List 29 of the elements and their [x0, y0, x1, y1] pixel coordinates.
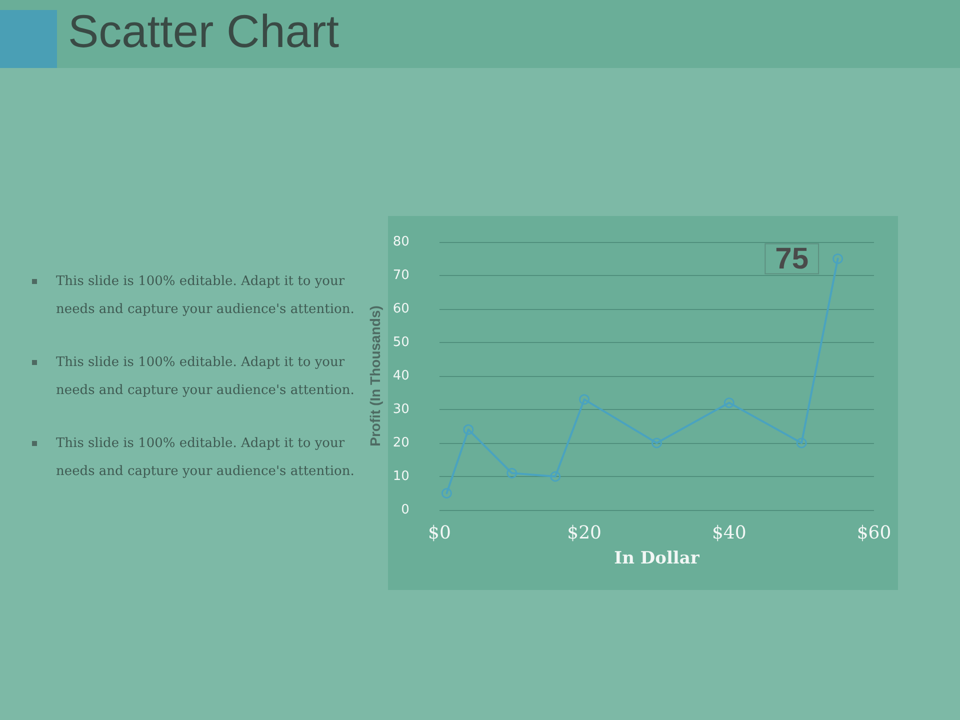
text: This slide is 100% editable. Adapt it to your needs and capture your audience's attention.: [56, 355, 354, 398]
point: [506, 468, 518, 478]
y-tick-label: 60: [392, 302, 410, 316]
x-tick-label: $60: [856, 522, 892, 544]
y-tick-label: 80: [392, 234, 410, 250]
point: [832, 254, 844, 264]
y-tick-label: 10: [392, 469, 410, 484]
y-tick-label: 40: [392, 368, 410, 384]
text: This slide is 100% editable. Adapt it to your needs and capture your audience's attention.: [56, 436, 354, 479]
y-axis-title: Profit (In Thousands): [367, 306, 383, 446]
point: [550, 471, 561, 482]
text: This slide is 100% editable. Adapt it to your needs and capture your audience's attention.: [56, 274, 354, 317]
y-tick-label: 20: [392, 436, 410, 450]
data-label: 75: [775, 242, 809, 276]
point: [724, 398, 734, 408]
x-tick-label: $20: [567, 522, 602, 544]
x-tick-label: $40: [712, 522, 746, 544]
y-tick-label: 50: [392, 335, 410, 350]
point: [579, 394, 590, 405]
y-tick-label: 70: [392, 268, 410, 283]
x-axis-title: In Dollar: [614, 548, 700, 568]
chart-title: Scatter Chart: [68, 4, 339, 58]
point: [463, 424, 474, 435]
point: [441, 488, 452, 498]
point: [651, 438, 662, 448]
y-tick-label: 30: [392, 402, 410, 417]
point: [796, 438, 807, 448]
x-tick-label: $0: [428, 522, 451, 544]
y-tick-label: 0: [401, 502, 410, 518]
